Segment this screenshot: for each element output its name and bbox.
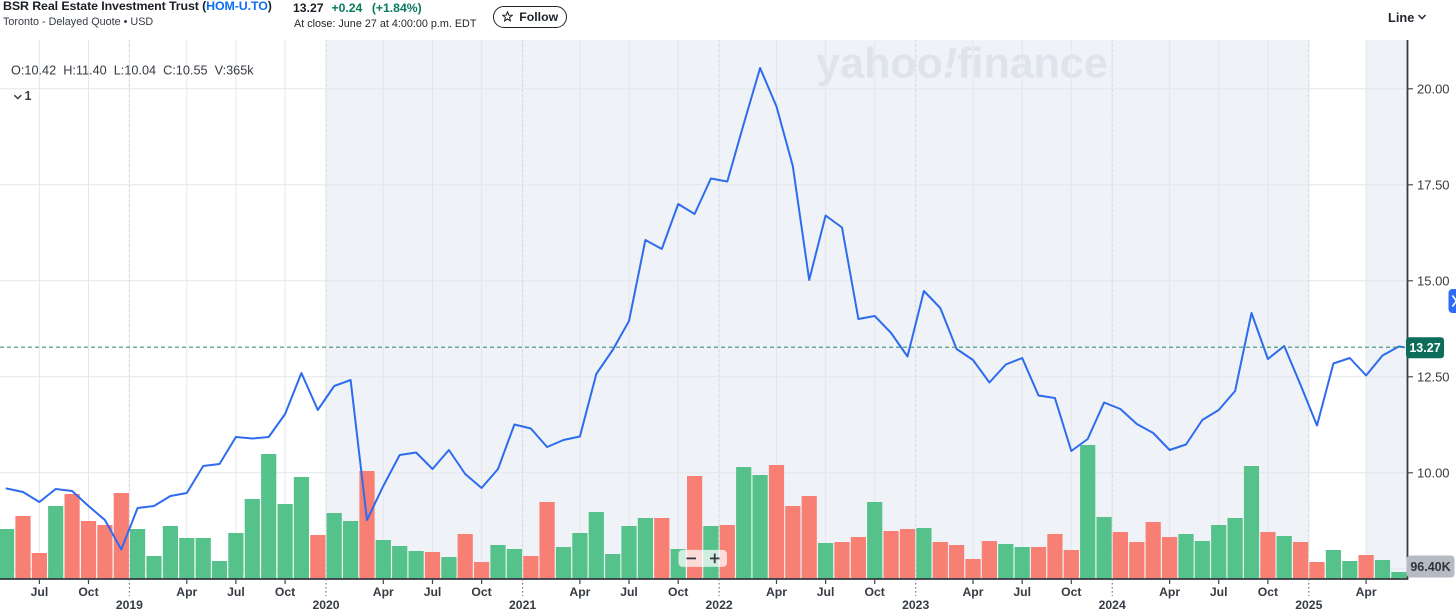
svg-text:Jul: Jul bbox=[227, 585, 245, 599]
svg-text:2019: 2019 bbox=[116, 598, 143, 611]
svg-text:2021: 2021 bbox=[509, 598, 536, 611]
svg-text:17.50: 17.50 bbox=[1417, 177, 1450, 192]
svg-text:12.50: 12.50 bbox=[1417, 369, 1450, 384]
svg-text:10.00: 10.00 bbox=[1417, 465, 1450, 480]
svg-text:Apr: Apr bbox=[569, 585, 590, 599]
svg-text:Oct: Oct bbox=[1061, 585, 1081, 599]
svg-text:Jul: Jul bbox=[620, 585, 638, 599]
svg-text:Jul: Jul bbox=[817, 585, 835, 599]
svg-text:O:10.42 H:11.40 L:10.04 C:1: O:10.42 H:11.40 L:10.04 C:10.55 V:365k bbox=[11, 64, 254, 78]
svg-text:Oct: Oct bbox=[668, 585, 688, 599]
svg-text:1: 1 bbox=[25, 89, 32, 103]
svg-text:Oct: Oct bbox=[865, 585, 885, 599]
svg-text:Apr: Apr bbox=[1159, 585, 1180, 599]
svg-text:Jul: Jul bbox=[1210, 585, 1228, 599]
svg-text:Apr: Apr bbox=[373, 585, 394, 599]
svg-text:2022: 2022 bbox=[706, 598, 733, 611]
svg-text:Jul: Jul bbox=[424, 585, 442, 599]
svg-text:yahoo!finance: yahoo!finance bbox=[816, 40, 1108, 88]
svg-text:2023: 2023 bbox=[902, 598, 929, 611]
svg-text:Apr: Apr bbox=[176, 585, 197, 599]
svg-text:Oct: Oct bbox=[275, 585, 295, 599]
svg-text:Oct: Oct bbox=[78, 585, 98, 599]
svg-text:Oct: Oct bbox=[471, 585, 491, 599]
svg-text:20.00: 20.00 bbox=[1417, 81, 1450, 96]
svg-text:Jul: Jul bbox=[31, 585, 49, 599]
svg-text:15.00: 15.00 bbox=[1417, 273, 1450, 288]
svg-text:2024: 2024 bbox=[1099, 598, 1126, 611]
svg-text:Apr: Apr bbox=[1356, 585, 1377, 599]
svg-text:2025: 2025 bbox=[1295, 598, 1322, 611]
svg-text:2020: 2020 bbox=[312, 598, 339, 611]
svg-text:Apr: Apr bbox=[963, 585, 984, 599]
svg-text:13.27: 13.27 bbox=[1409, 341, 1440, 355]
svg-text:Jul: Jul bbox=[1013, 585, 1031, 599]
svg-text:96.40K: 96.40K bbox=[1410, 560, 1450, 574]
svg-text:Oct: Oct bbox=[1258, 585, 1278, 599]
svg-text:Apr: Apr bbox=[766, 585, 787, 599]
